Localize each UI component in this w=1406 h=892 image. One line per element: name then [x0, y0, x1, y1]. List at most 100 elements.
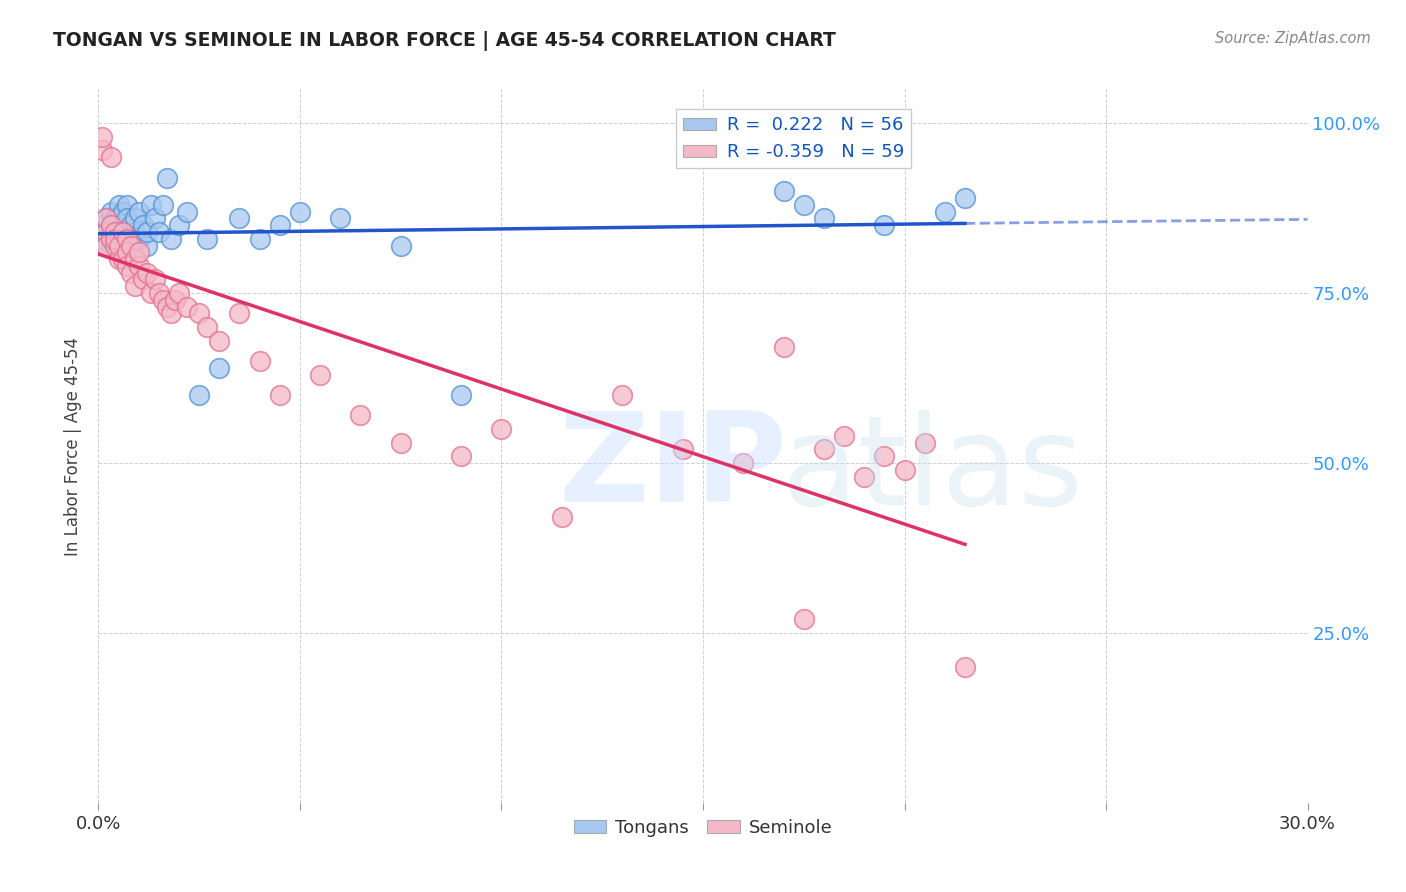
Point [152, 198, 174, 212]
Point [160, 232, 183, 246]
Point [107, 225, 129, 239]
Point [228, 211, 250, 226]
Point [115, 232, 138, 246]
Text: Source: ZipAtlas.com: Source: ZipAtlas.com [1215, 31, 1371, 46]
Point [143, 211, 166, 226]
Point [793, 612, 815, 626]
Point [269, 388, 291, 402]
Point [100, 232, 122, 246]
Point [91, 232, 114, 246]
Point [450, 388, 472, 402]
Point [195, 320, 218, 334]
Point [389, 238, 412, 252]
Point [115, 225, 138, 239]
Point [103, 218, 125, 232]
Point [124, 211, 146, 226]
Point [107, 211, 129, 226]
Point [813, 211, 835, 226]
Point [132, 272, 155, 286]
Point [269, 218, 291, 232]
Point [135, 266, 157, 280]
Point [96, 225, 118, 239]
Point [249, 232, 271, 246]
Y-axis label: In Labor Force | Age 45-54: In Labor Force | Age 45-54 [63, 336, 82, 556]
Point [208, 360, 231, 375]
Point [120, 232, 142, 246]
Point [152, 293, 174, 307]
Point [103, 211, 125, 226]
Point [309, 368, 332, 382]
Point [111, 252, 134, 266]
Point [733, 456, 755, 470]
Point [100, 218, 122, 232]
Point [100, 225, 122, 239]
Point [96, 238, 118, 252]
Point [491, 422, 513, 436]
Point [176, 300, 198, 314]
Point [100, 232, 122, 246]
Point [249, 354, 271, 368]
Point [176, 204, 198, 219]
Point [100, 218, 122, 232]
Point [91, 218, 114, 232]
Point [349, 409, 371, 423]
Point [208, 334, 231, 348]
Point [103, 225, 125, 239]
Point [772, 184, 794, 198]
Text: TONGAN VS SEMINOLE IN LABOR FORCE | AGE 45-54 CORRELATION CHART: TONGAN VS SEMINOLE IN LABOR FORCE | AGE … [53, 31, 837, 51]
Point [873, 449, 896, 463]
Point [188, 388, 211, 402]
Point [111, 204, 134, 219]
Point [953, 660, 976, 674]
Point [107, 252, 129, 266]
Point [128, 204, 150, 219]
Point [953, 191, 976, 205]
Point [100, 150, 122, 164]
Point [135, 225, 157, 239]
Point [96, 232, 118, 246]
Point [389, 435, 412, 450]
Point [893, 463, 915, 477]
Point [132, 218, 155, 232]
Point [167, 286, 190, 301]
Point [91, 144, 114, 158]
Point [188, 306, 211, 320]
Point [148, 225, 170, 239]
Point [107, 238, 129, 252]
Point [135, 238, 157, 252]
Point [288, 204, 311, 219]
Point [124, 252, 146, 266]
Point [873, 218, 896, 232]
Point [96, 211, 118, 226]
Point [128, 245, 150, 260]
Point [163, 293, 186, 307]
Point [156, 300, 179, 314]
Legend: Tongans, Seminole: Tongans, Seminole [567, 812, 839, 844]
Point [672, 442, 695, 457]
Point [115, 259, 138, 273]
Point [96, 225, 118, 239]
Point [96, 238, 118, 252]
Point [450, 449, 472, 463]
Point [111, 232, 134, 246]
Point [914, 435, 936, 450]
Point [103, 238, 125, 252]
Point [124, 279, 146, 293]
Point [115, 198, 138, 212]
Point [128, 259, 150, 273]
Point [329, 211, 352, 226]
Point [139, 286, 162, 301]
Point [128, 232, 150, 246]
Point [813, 442, 835, 457]
Point [195, 232, 218, 246]
Point [793, 198, 815, 212]
Point [120, 266, 142, 280]
Text: atlas: atlas [782, 410, 1084, 532]
Point [228, 306, 250, 320]
Point [115, 211, 138, 226]
Point [103, 232, 125, 246]
Point [111, 225, 134, 239]
Point [124, 225, 146, 239]
Point [107, 198, 129, 212]
Point [100, 204, 122, 219]
